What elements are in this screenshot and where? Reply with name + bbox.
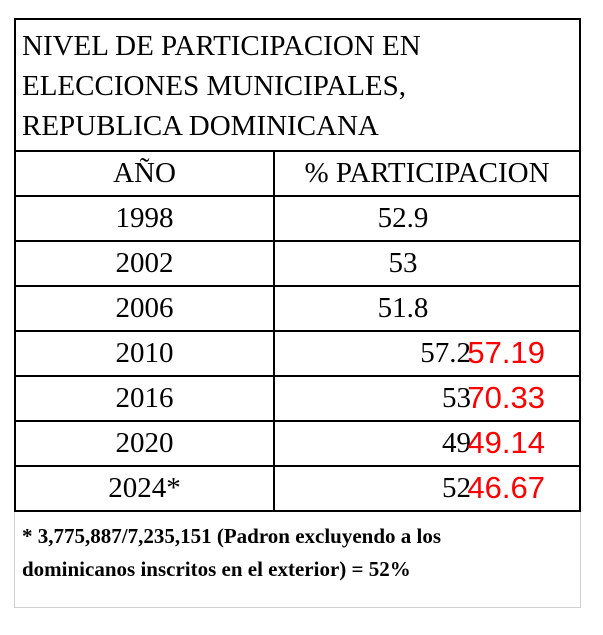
table-title: NIVEL DE PARTICIPACION EN ELECCIONES MUN… — [14, 18, 581, 152]
value-cell: 53 — [273, 240, 581, 287]
value-cell: 57.2 57.19 — [273, 330, 581, 377]
header-row: AÑO % PARTICIPACION — [14, 150, 581, 197]
title-line: REPUBLICA DOMINICANA — [22, 110, 379, 142]
year-cell: 2006 — [14, 285, 275, 332]
year-cell: 1998 — [14, 195, 275, 242]
table-row: 1998 52.9 — [14, 195, 581, 242]
participation-value: 53 — [442, 382, 471, 414]
header-year: AÑO — [14, 150, 275, 197]
year-cell: 2002 — [14, 240, 275, 287]
footnote-line: dominicanos inscritos en el exterior) = … — [22, 557, 411, 581]
table-row: 2006 51.8 — [14, 285, 581, 332]
footnote-line: * 3,775,887/7,235,151 (Padron excluyendo… — [22, 524, 442, 548]
value-cell: 51.8 — [273, 285, 581, 332]
alt-value-red: 57.19 — [467, 335, 545, 370]
value-cell: 52.9 — [273, 195, 581, 242]
year-cell: 2016 — [14, 375, 275, 422]
participation-value: 49 — [442, 427, 471, 459]
value-cell: 53 70.33 — [273, 375, 581, 422]
participation-value: 51.8 — [377, 292, 429, 324]
table-row: 2002 53 — [14, 240, 581, 287]
header-participation: % PARTICIPACION — [273, 150, 581, 197]
table-row: 2024* 52 46.67 — [14, 465, 581, 512]
value-cell: 52 46.67 — [273, 465, 581, 512]
year-cell: 2010 — [14, 330, 275, 377]
table-row: 2020 49 49.14 — [14, 420, 581, 467]
participation-value: 53 — [388, 247, 418, 279]
participation-table: NIVEL DE PARTICIPACION EN ELECCIONES MUN… — [14, 18, 581, 512]
footnote: * 3,775,887/7,235,151 (Padron excluyendo… — [22, 520, 572, 586]
participation-value: 52.9 — [377, 202, 429, 234]
value-cell: 49 49.14 — [273, 420, 581, 467]
year-cell: 2024* — [14, 465, 275, 512]
table-row: 2016 53 70.33 — [14, 375, 581, 422]
title-line: ELECCIONES MUNICIPALES, — [22, 70, 407, 102]
participation-value: 52 — [442, 472, 471, 504]
participation-value: 57.2 — [420, 337, 471, 369]
alt-value-red: 70.33 — [467, 380, 545, 415]
title-line: NIVEL DE PARTICIPACION EN — [22, 30, 421, 62]
alt-value-red: 46.67 — [467, 470, 545, 505]
table-row: 2010 57.2 57.19 — [14, 330, 581, 377]
title-row: NIVEL DE PARTICIPACION EN ELECCIONES MUN… — [14, 18, 581, 152]
year-cell: 2020 — [14, 420, 275, 467]
alt-value-red: 49.14 — [467, 425, 545, 460]
